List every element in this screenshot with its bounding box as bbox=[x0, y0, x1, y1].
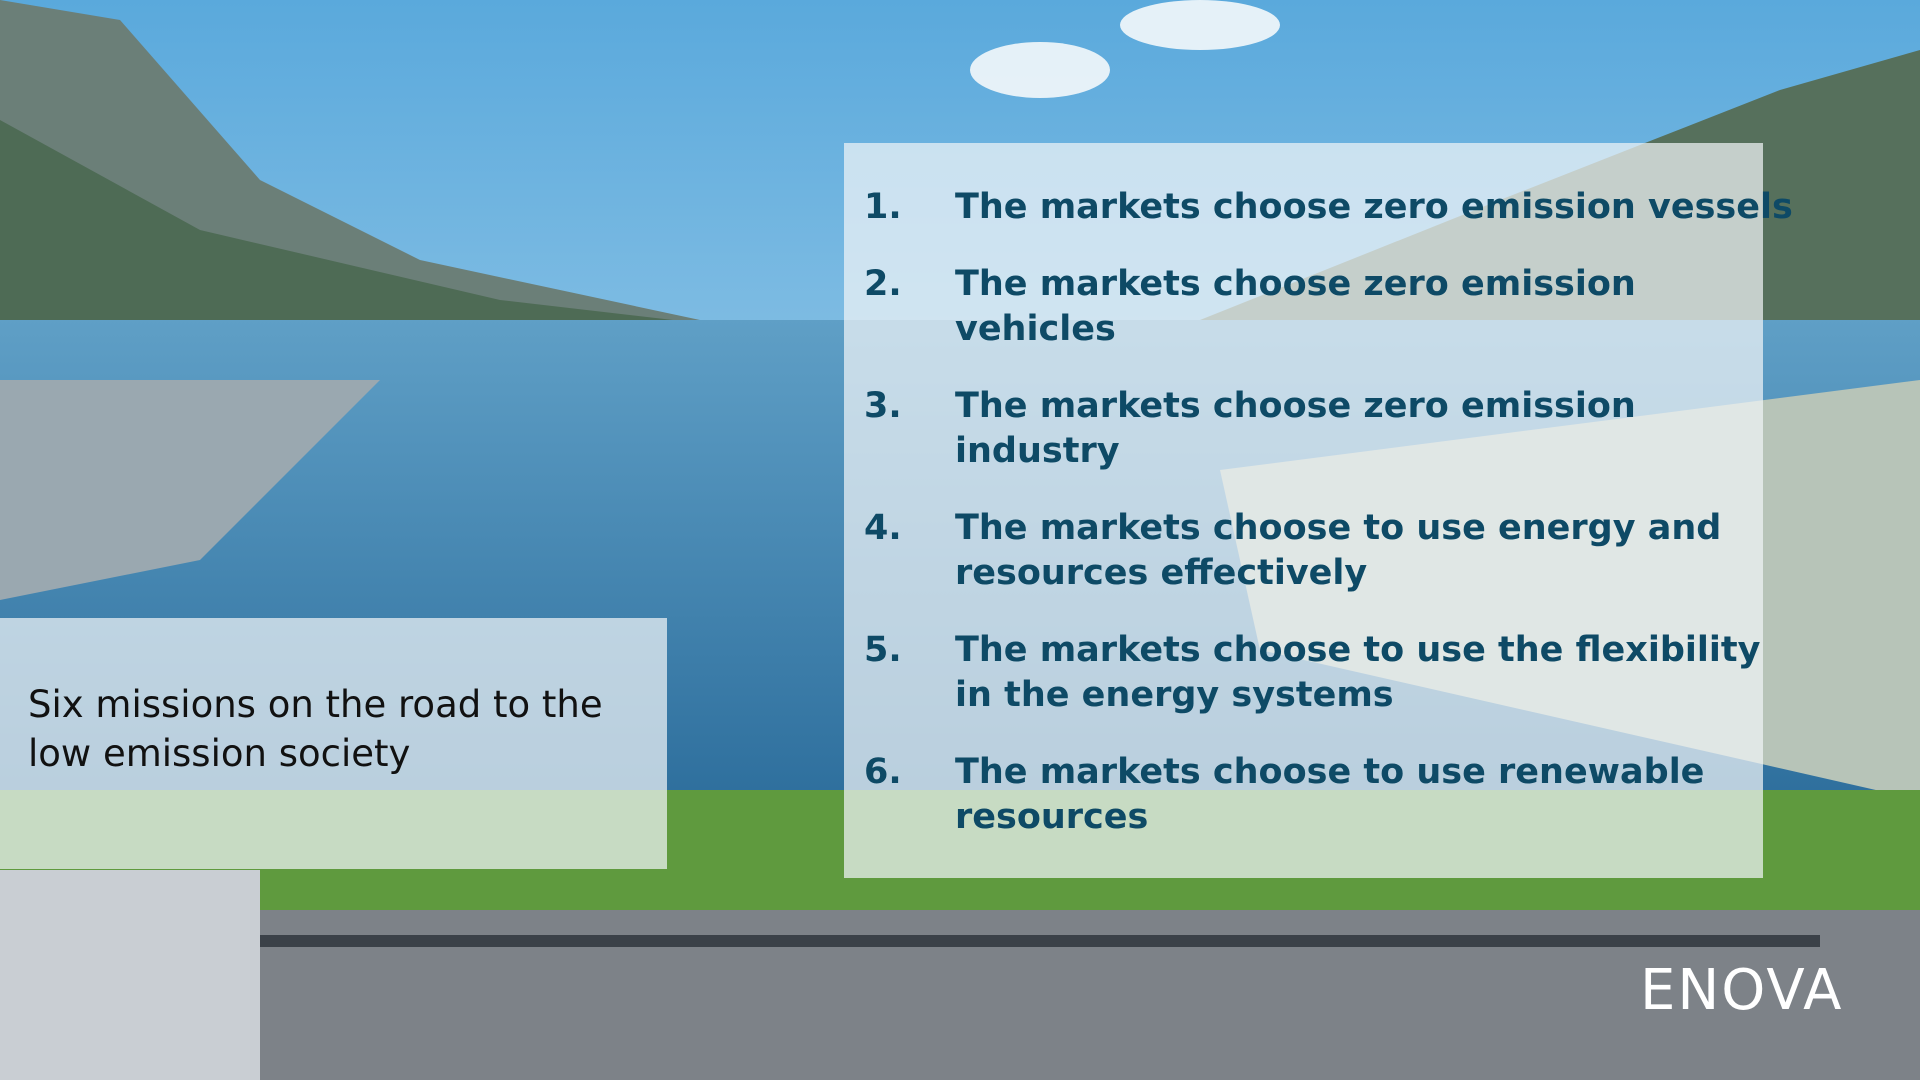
building bbox=[0, 870, 260, 1080]
mission-line: resources effectively bbox=[955, 553, 1368, 593]
caption-panel: Six missions on the road to the low emiss… bbox=[0, 618, 667, 869]
mission-line: industry bbox=[955, 431, 1120, 471]
mission-line: The markets choose zero emission bbox=[955, 386, 1636, 426]
mission-text: The markets choose zero emission vehicles bbox=[955, 262, 1636, 352]
mission-line: The markets choose to use the flexibilit… bbox=[955, 630, 1761, 670]
mission-line: resources bbox=[955, 797, 1149, 837]
harbour bbox=[0, 380, 380, 600]
mission-number: 2. bbox=[864, 264, 902, 304]
mission-line: The markets choose to use renewable bbox=[955, 752, 1705, 792]
mission-text: The markets choose to use the flexibilit… bbox=[955, 628, 1760, 718]
mission-text: The markets choose to use energy and reso… bbox=[955, 506, 1721, 596]
mission-line: The markets choose to use energy and bbox=[955, 508, 1722, 548]
mission-text: The markets choose zero emission industry bbox=[955, 384, 1636, 474]
mission-text: The markets choose zero emission vessels bbox=[955, 185, 1793, 230]
missions-panel: 1. The markets choose zero emission vesse… bbox=[844, 143, 1793, 878]
mission-text: The markets choose to use renewable resou… bbox=[955, 750, 1704, 840]
cloud bbox=[970, 42, 1110, 98]
logo: ENOVA bbox=[1640, 958, 1844, 1023]
cloud bbox=[1120, 0, 1280, 50]
charging-rail bbox=[260, 935, 1820, 947]
mission-number: 3. bbox=[864, 386, 902, 426]
mission-line: vehicles bbox=[955, 309, 1116, 349]
mission-number: 1. bbox=[864, 187, 902, 227]
mission-line: The markets choose zero emission bbox=[955, 264, 1636, 304]
caption-line: low emission society bbox=[28, 732, 411, 775]
mission-line: The markets choose zero emission vessels bbox=[955, 187, 1793, 227]
caption-line: Six missions on the road to the bbox=[28, 683, 603, 726]
mission-number: 5. bbox=[864, 630, 902, 670]
mission-number: 6. bbox=[864, 752, 902, 792]
mission-number: 4. bbox=[864, 508, 902, 548]
mission-line: in the energy systems bbox=[955, 675, 1394, 715]
caption: Six missions on the road to the low emiss… bbox=[28, 680, 603, 778]
